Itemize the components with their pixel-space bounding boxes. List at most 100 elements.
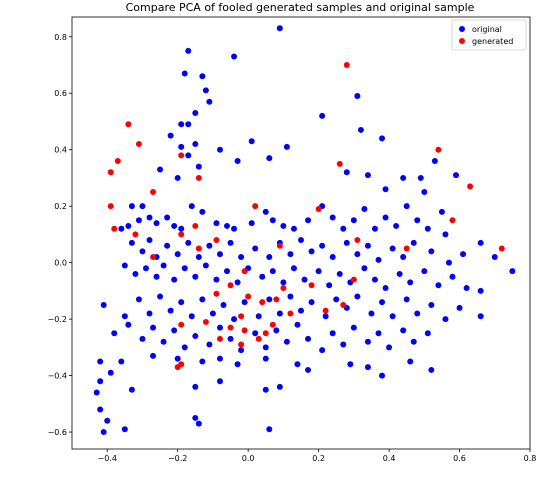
data-point-original	[319, 347, 326, 354]
data-point-original	[164, 214, 171, 221]
data-point-original	[400, 254, 407, 260]
data-point-original	[421, 189, 428, 196]
x-tick-label: 0.0	[242, 454, 255, 463]
data-point-original	[308, 248, 315, 255]
data-point-original	[428, 248, 435, 255]
data-point-original	[456, 304, 463, 311]
data-point-generated	[308, 282, 315, 289]
data-point-original	[308, 299, 315, 306]
data-point-generated	[449, 217, 456, 224]
data-point-original	[280, 222, 287, 229]
data-point-original	[283, 338, 290, 345]
data-point-original	[188, 203, 195, 210]
data-point-original	[146, 237, 153, 244]
data-point-original	[350, 324, 357, 331]
data-point-original	[213, 276, 220, 283]
legend: original generated	[451, 19, 527, 51]
data-point-original	[329, 214, 336, 221]
data-point-original	[460, 251, 467, 258]
data-point-original	[407, 279, 414, 286]
y-tick-label: 0.0	[54, 259, 67, 268]
data-point-original	[294, 361, 301, 368]
data-point-original	[192, 273, 199, 280]
data-point-original	[174, 355, 181, 362]
data-point-generated	[276, 242, 283, 249]
data-point-original	[290, 225, 297, 232]
data-point-original	[195, 420, 202, 427]
data-point-original	[220, 302, 227, 308]
data-point-original	[255, 313, 262, 320]
data-point-original	[287, 293, 294, 300]
data-point-original	[305, 366, 312, 373]
data-point-generated	[107, 169, 114, 176]
data-point-original	[252, 245, 259, 252]
data-point-generated	[192, 222, 199, 229]
data-point-original	[343, 169, 350, 176]
data-point-original	[234, 158, 241, 164]
data-point-original	[188, 313, 195, 320]
x-tick-label: 0.8	[524, 454, 537, 463]
data-point-generated	[255, 335, 262, 342]
data-point-original	[354, 293, 361, 300]
data-point-generated	[252, 203, 259, 210]
data-point-original	[213, 220, 220, 227]
plot-points	[93, 25, 516, 436]
data-point-original	[379, 135, 386, 142]
data-point-original	[266, 296, 273, 303]
data-point-original	[298, 237, 304, 244]
data-point-generated	[132, 231, 139, 238]
data-point-original	[146, 310, 153, 317]
data-point-original	[424, 330, 431, 337]
data-point-original	[248, 138, 255, 145]
data-point-original	[477, 239, 484, 246]
data-point-original	[231, 225, 238, 232]
data-point-original	[414, 310, 421, 317]
data-point-original	[181, 344, 188, 351]
data-point-original	[449, 273, 456, 280]
data-point-original	[199, 358, 206, 365]
data-point-original	[266, 426, 273, 433]
data-point-original	[178, 225, 185, 232]
data-point-original	[227, 239, 234, 246]
data-point-original	[121, 262, 128, 269]
data-point-original	[178, 299, 185, 306]
data-point-original	[199, 296, 206, 303]
data-point-generated	[150, 254, 157, 260]
data-point-original	[382, 186, 389, 193]
data-point-original	[428, 302, 435, 308]
y-tick-label: −0.2	[48, 315, 67, 324]
data-point-original	[146, 214, 153, 221]
data-point-generated	[178, 152, 185, 159]
data-point-generated	[241, 268, 248, 275]
data-point-original	[509, 268, 516, 275]
data-point-original	[322, 313, 329, 320]
data-point-original	[231, 53, 238, 60]
data-point-generated	[403, 245, 410, 252]
data-point-original	[262, 208, 269, 215]
data-point-original	[97, 358, 104, 365]
data-point-original	[174, 251, 181, 258]
data-point-original	[107, 369, 114, 376]
data-point-original	[382, 285, 389, 292]
data-point-original	[445, 259, 452, 266]
data-point-original	[157, 166, 164, 173]
data-point-original	[326, 282, 333, 289]
data-point-generated	[111, 225, 118, 232]
data-point-original	[453, 172, 460, 179]
data-point-original	[192, 110, 199, 116]
data-point-generated	[227, 282, 234, 289]
x-axis: −0.4 −0.2 0.0 0.2 0.4 0.6 0.8	[98, 449, 537, 463]
data-point-original	[97, 378, 104, 385]
data-point-original	[202, 87, 209, 94]
y-tick-label: 0.8	[54, 33, 67, 42]
data-point-generated	[178, 361, 185, 368]
data-point-generated	[280, 285, 287, 292]
data-point-original	[403, 203, 410, 210]
data-point-original	[241, 299, 248, 306]
data-point-original	[202, 262, 209, 269]
data-point-generated	[150, 189, 157, 196]
data-point-original	[336, 270, 343, 277]
data-point-original	[157, 293, 164, 300]
data-point-original	[216, 378, 223, 385]
legend-marker-original	[459, 26, 465, 32]
